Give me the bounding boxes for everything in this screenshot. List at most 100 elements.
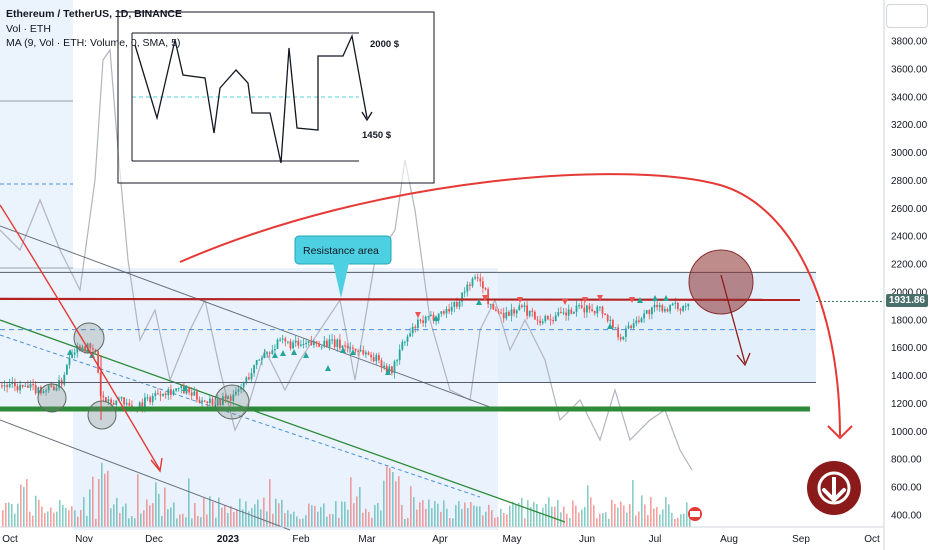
candle-body: [651, 307, 653, 315]
volume-bar: [350, 477, 352, 527]
red-arrow-left-head: [150, 457, 163, 473]
volume-bar: [8, 502, 10, 527]
candle-body: [16, 386, 19, 391]
candle-body: [466, 284, 469, 292]
candle-body: [177, 388, 180, 390]
candle-body: [404, 341, 406, 343]
candle-body: [674, 302, 677, 304]
volume-bar: [662, 509, 664, 527]
y-tick-label: 600.00: [891, 483, 922, 494]
volume-bar: [116, 497, 118, 527]
volume-bar: [434, 501, 436, 527]
volume-bar: [257, 499, 259, 527]
candle-body: [463, 291, 466, 293]
legend-ma[interactable]: MA (9, Vol · ETH: Volume, 0, SMA, 5): [6, 37, 181, 49]
volume-bar: [248, 511, 250, 527]
volume-bar: [140, 513, 142, 527]
candle-body: [513, 309, 515, 314]
volume-bar: [632, 479, 634, 527]
candle-body: [622, 336, 625, 340]
candle-body: [635, 320, 638, 324]
volume-bar: [275, 498, 277, 527]
toolbar-button[interactable]: [886, 4, 928, 28]
volume-bar: [131, 516, 133, 527]
buy-marker: [385, 369, 391, 375]
volume-bar: [689, 515, 691, 527]
volume-bar: [506, 514, 508, 527]
candle-body: [510, 309, 513, 316]
candle-body: [154, 393, 157, 397]
volume-bar: [368, 511, 370, 527]
volume-bar: [224, 505, 226, 527]
candle-body: [432, 314, 435, 321]
volume-bar: [425, 508, 427, 527]
volume-bar: [569, 517, 571, 527]
candle-body: [318, 343, 320, 347]
volume-bar: [212, 501, 214, 527]
candle-body: [461, 292, 463, 302]
legend-title[interactable]: Ethereum / TetherUS, 1D, BINANCE: [6, 8, 183, 20]
volume-bar: [284, 513, 286, 527]
volume-bar: [458, 501, 460, 527]
target-arrow-head: [736, 352, 751, 367]
volume-bar: [647, 514, 649, 527]
candle-body: [71, 354, 73, 358]
volume-bar: [395, 481, 397, 527]
volume-bar: [206, 514, 208, 527]
candle-body: [398, 349, 401, 361]
candle-body: [227, 396, 229, 399]
volume-bar: [20, 484, 22, 527]
candle-body: [138, 402, 141, 410]
volume-bar: [617, 507, 619, 527]
volume-bar: [92, 476, 94, 527]
candle-body: [274, 348, 276, 351]
volume-bar: [602, 513, 604, 527]
channel-line-lower: [0, 419, 291, 531]
y-tick-label: 800.00: [891, 455, 922, 466]
candle-body: [79, 345, 81, 351]
candle-body: [331, 339, 333, 341]
candle-body: [222, 396, 224, 406]
volume-bar: [533, 501, 535, 527]
y-tick-label: 1000.00: [891, 427, 928, 438]
candle-body: [323, 340, 326, 347]
volume-bar: [170, 507, 172, 527]
candle-body: [32, 384, 34, 386]
volume-bar: [98, 478, 100, 527]
volume-bar: [179, 514, 181, 527]
volume-bar: [38, 499, 40, 527]
legend-volume[interactable]: Vol · ETH: [6, 22, 51, 35]
candle-body: [55, 387, 58, 391]
candle-body: [164, 393, 167, 396]
candle-body: [279, 339, 281, 341]
candle-body: [630, 325, 632, 329]
volume-bar: [557, 500, 559, 527]
candle-body: [102, 395, 105, 398]
candle-body: [276, 339, 279, 349]
volume-bar: [164, 487, 166, 527]
volume-bar: [230, 506, 232, 527]
candle-body: [287, 341, 289, 343]
volume-bar: [287, 510, 289, 527]
volume-bar: [29, 511, 31, 527]
candle-body: [388, 366, 391, 373]
candle-body: [583, 307, 586, 313]
volume-bar: [431, 508, 433, 527]
volume-bar: [134, 518, 136, 527]
candle-body: [21, 384, 24, 387]
candle-body: [599, 306, 601, 308]
candle-body: [63, 374, 66, 385]
candle-body: [443, 311, 445, 314]
candle-body: [638, 320, 640, 322]
volume-bar: [53, 512, 55, 527]
volume-bar: [659, 514, 661, 527]
candle-body: [409, 333, 411, 337]
volume-bar: [314, 505, 316, 527]
candle-body: [162, 393, 164, 396]
volume-bar: [104, 473, 106, 527]
candle-body: [536, 319, 539, 321]
y-tick-label: 2400.00: [891, 232, 928, 243]
